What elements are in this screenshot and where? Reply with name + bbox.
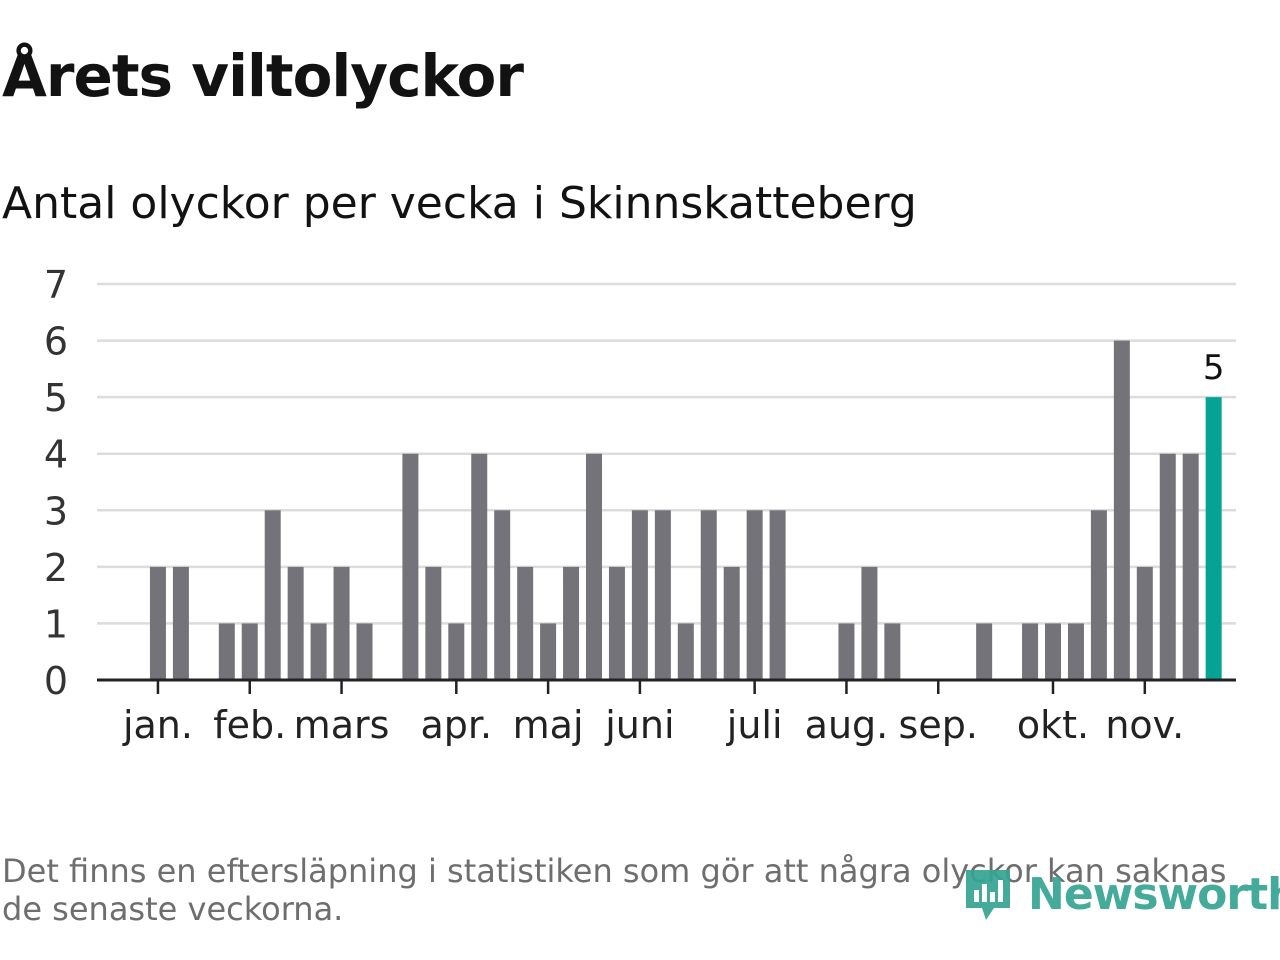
bar [769, 510, 786, 680]
y-tick-label: 4 [44, 433, 68, 477]
x-tick-label: aug. [805, 703, 889, 747]
bar-chart-icon [966, 870, 1010, 920]
y-tick-label: 3 [44, 489, 68, 533]
bar [1090, 510, 1107, 680]
bar-chart: 0 1 2 3 4 5 6 7 5 jan. feb. mars apr. maj juni juli aug.… [44, 263, 1236, 747]
y-tick-label: 0 [44, 659, 68, 703]
y-tick-label: 5 [44, 376, 68, 420]
x-tick-label: juli [726, 703, 783, 747]
bar [563, 566, 580, 680]
bar [608, 566, 625, 680]
bar [838, 623, 855, 680]
bar [310, 623, 327, 680]
bar [976, 623, 993, 680]
newsworthy-logo: Newsworthy [962, 862, 1280, 926]
x-tick-label: apr. [420, 703, 492, 747]
y-tick-label: 7 [44, 263, 68, 307]
logo-text: Newsworthy [1028, 868, 1280, 920]
bar [746, 510, 763, 680]
bar [631, 510, 648, 680]
y-tick-label: 6 [44, 320, 68, 364]
x-tick-label: juni [604, 703, 674, 747]
footnote: Det finns en eftersläpning i statistiken… [2, 852, 1227, 928]
bar [700, 510, 717, 680]
bar [586, 453, 602, 680]
bar [356, 623, 373, 680]
bar [677, 623, 694, 680]
bar [241, 623, 258, 680]
chart-subtitle: Antal olyckor per vecka i Skinnskatteber… [2, 178, 917, 229]
x-tick-label: sep. [899, 703, 978, 747]
x-tick-label: feb. [213, 703, 286, 747]
bar [287, 566, 304, 680]
bar [448, 623, 465, 680]
bar [149, 566, 166, 680]
bar [1045, 623, 1061, 680]
bar [1182, 453, 1199, 680]
bar [1113, 340, 1130, 680]
bar [471, 453, 488, 680]
bar [1022, 623, 1039, 680]
bar [402, 453, 419, 680]
x-tick-label: nov. [1105, 703, 1184, 747]
chart-title: Årets viltolyckor [2, 42, 524, 110]
bar [264, 510, 281, 680]
x-tick-label: okt. [1017, 703, 1089, 747]
bar [654, 510, 671, 680]
bar [172, 566, 189, 680]
bar [884, 623, 901, 680]
bar [1159, 453, 1176, 680]
bar [494, 510, 511, 680]
bar [425, 566, 442, 680]
bar [1136, 566, 1153, 680]
x-tick-label: maj [513, 703, 584, 747]
x-tick-label: jan. [122, 703, 193, 747]
bar [861, 566, 878, 680]
x-tick-label: mars [294, 703, 390, 747]
bar-highlight [1205, 397, 1222, 680]
y-tick-label: 2 [44, 546, 68, 590]
bar [723, 566, 740, 680]
bar [517, 566, 534, 680]
bar [218, 623, 235, 680]
bar [540, 623, 557, 680]
data-label: 5 [1203, 348, 1225, 388]
y-tick-label: 1 [44, 602, 68, 646]
bar [1067, 623, 1084, 680]
bar [333, 566, 350, 680]
